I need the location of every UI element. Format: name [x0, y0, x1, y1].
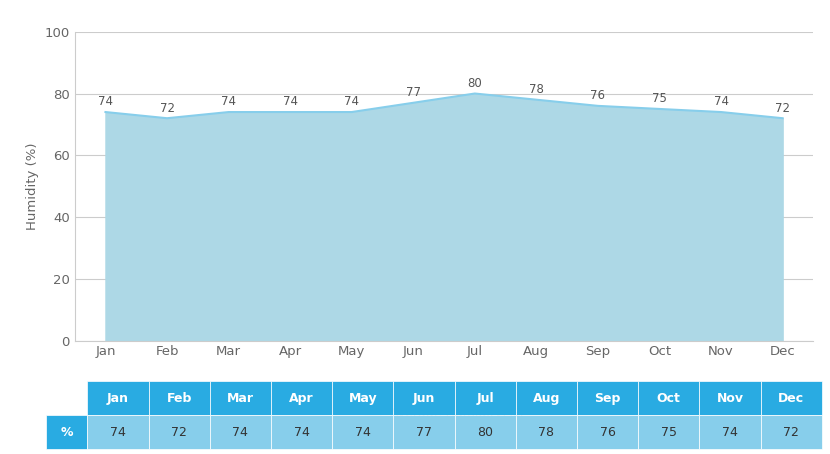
Text: Aug: Aug: [533, 392, 560, 405]
Text: 80: 80: [467, 77, 482, 90]
Text: 76: 76: [599, 426, 616, 439]
Text: Dec: Dec: [778, 392, 804, 405]
Text: Mar: Mar: [227, 392, 254, 405]
Text: 80: 80: [477, 426, 493, 439]
Text: Feb: Feb: [167, 392, 192, 405]
Text: 72: 72: [784, 426, 799, 439]
Text: 72: 72: [775, 102, 790, 114]
Legend: Average Humidity(%): Average Humidity(%): [359, 402, 529, 425]
Text: 74: 74: [355, 426, 371, 439]
Text: 74: 74: [294, 426, 310, 439]
Text: 77: 77: [416, 426, 432, 439]
Text: 74: 74: [110, 426, 126, 439]
Text: 74: 74: [283, 95, 298, 109]
Text: 77: 77: [406, 86, 421, 99]
Text: Jul: Jul: [476, 392, 494, 405]
Text: 74: 74: [98, 95, 113, 109]
Text: 72: 72: [171, 426, 187, 439]
Text: Jun: Jun: [413, 392, 435, 405]
Text: %: %: [61, 426, 73, 439]
Text: Nov: Nov: [716, 392, 744, 405]
Text: 74: 74: [722, 426, 738, 439]
Text: Jan: Jan: [107, 392, 129, 405]
Text: 72: 72: [159, 102, 174, 114]
Text: Apr: Apr: [290, 392, 314, 405]
Text: 74: 74: [714, 95, 729, 109]
Text: 74: 74: [344, 95, 359, 109]
Y-axis label: Humidity (%): Humidity (%): [26, 143, 39, 230]
Text: 75: 75: [661, 426, 676, 439]
Text: Oct: Oct: [657, 392, 681, 405]
Text: May: May: [349, 392, 377, 405]
Text: 76: 76: [590, 89, 605, 102]
Text: Sep: Sep: [594, 392, 621, 405]
Text: 78: 78: [539, 426, 554, 439]
Text: 74: 74: [232, 426, 248, 439]
Text: 75: 75: [652, 92, 667, 105]
Text: 78: 78: [529, 83, 544, 96]
Text: 74: 74: [221, 95, 236, 109]
